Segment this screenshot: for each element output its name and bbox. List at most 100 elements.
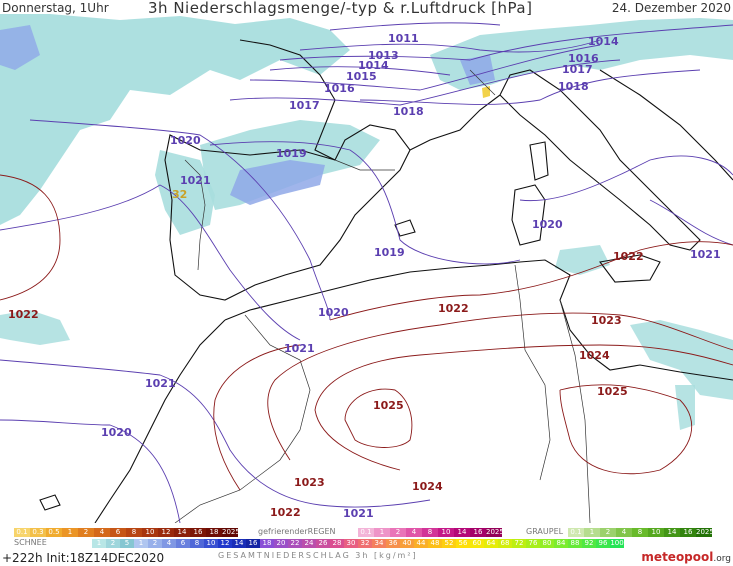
graupel-label: GRAUPEL [526, 527, 564, 536]
isobar-1022c [213, 344, 301, 491]
scale-swatch: 8 [126, 528, 142, 537]
isobar-1024 [314, 344, 733, 471]
scale-swatch: 16 [680, 528, 696, 537]
coast-france-north [239, 39, 336, 161]
isobar-label-1022: 1022 [270, 506, 301, 519]
isobar-1025b [559, 384, 693, 475]
isobar-label-1020: 1020 [101, 426, 132, 439]
scale-swatch: 96 [596, 539, 610, 548]
scale-swatch: 18 [206, 528, 222, 537]
isobar-label-1014: 1014 [588, 35, 619, 48]
isobar-1022b [329, 241, 733, 321]
isobar-1019 [209, 141, 521, 265]
coast-morocco-atlantic [94, 319, 226, 523]
isobar-label-1016: 1016 [324, 82, 355, 95]
isobar-1025 [344, 388, 413, 448]
scale-swatch: 34 [372, 539, 386, 548]
scale-swatch: 40 [400, 539, 414, 548]
scale-swatch: 14 [174, 528, 190, 537]
precip-area-iberia-west [155, 150, 215, 235]
isobar-1021b [0, 359, 431, 508]
isobar-label-1020: 1020 [170, 134, 201, 147]
scale-swatch: 1 [62, 528, 78, 537]
scale-swatch: 76 [526, 539, 540, 548]
scale-swatch: 28 [330, 539, 344, 548]
scale-swatch: 12 [158, 528, 174, 537]
isobar-label-1021: 1021 [284, 342, 315, 355]
border-libya [559, 299, 591, 523]
scale-swatch: 4 [406, 528, 422, 537]
scale-swatch: 8 [422, 528, 438, 537]
scale-swatch: 2 [600, 528, 616, 537]
scale-swatch: 0.1 [14, 528, 30, 537]
total-precip-label: GESAMTNIEDERSCHLAG 3h [kg/m²] [218, 551, 418, 560]
scale-swatch: 16 [190, 528, 206, 537]
isobar-1022 [0, 174, 61, 301]
scale-swatch: 12 [218, 539, 232, 548]
snow-label: SCHNEE [14, 538, 47, 547]
isobar-label-1019: 1019 [374, 246, 405, 259]
coast-france-south [409, 94, 501, 151]
scale-swatch: 2025+ [222, 528, 246, 537]
scale-swatch: 68 [498, 539, 512, 548]
scale-swatch: 48 [428, 539, 442, 548]
scale-swatch: 18 [260, 539, 274, 548]
isobar-1021 [0, 184, 301, 341]
isobar-label-1021: 1021 [343, 507, 374, 520]
border-layer [174, 69, 591, 523]
scale-swatch: 22 [288, 539, 302, 548]
precip-area-snow-2 [0, 25, 40, 70]
map-title: 3h Niederschlagsmenge/-typ & r.Luftdruck… [148, 0, 533, 17]
isobar-label-1016: 1016 [568, 52, 599, 65]
total-precip-scale: 1 2 5 1 2 4 6 8 10 12 14 16 18 20 22 24 26 28 30 32 34 36 40 44… [92, 539, 624, 548]
scale-swatch: 100 [610, 539, 624, 548]
isobar-label-1021: 1021 [690, 248, 721, 261]
forecast-date: 24. Dezember 2020 [611, 1, 731, 15]
scale-swatch: 1 [374, 528, 390, 537]
isobar-1018 [359, 69, 701, 105]
scale-swatch: 84 [554, 539, 568, 548]
isobar-label-1025: 1025 [597, 385, 628, 398]
border-france-spain [334, 159, 395, 171]
scale-swatch: 72 [512, 539, 526, 548]
precip-area-sicily [555, 245, 610, 275]
precip-area-east [630, 320, 733, 400]
isobar-label-1015: 1015 [346, 70, 377, 83]
scale-swatch: 10 [204, 539, 218, 548]
scale-swatch: 2 [390, 528, 406, 537]
isobar-1021c [649, 199, 733, 246]
scale-swatch: 2 [106, 539, 120, 548]
legend-panel: 0.1 0.3 0.5 1 2 4 6 8 10 12 14 16 18 2025+ SCHNEE gef… [0, 523, 733, 566]
scale-swatch: 0.1 [568, 528, 584, 537]
precip-area-alps [430, 18, 733, 90]
border-spain-portugal [184, 159, 206, 271]
coast-corsica [529, 141, 549, 181]
isobar-label-1011: 1011 [388, 32, 419, 45]
scale-swatch: 20 [274, 539, 288, 548]
scale-swatch: 10 [438, 528, 454, 537]
isobar-1023 [267, 312, 733, 461]
isobar-label-1019: 1019 [276, 147, 307, 160]
isobar-label-1017: 1017 [289, 99, 320, 112]
isobar-label-1024: 1024 [579, 349, 610, 362]
isobar-1020 [29, 119, 331, 321]
scale-swatch: 92 [582, 539, 596, 548]
precip-area-west-atlantic [0, 310, 70, 345]
scale-swatch: 0.3 [30, 528, 46, 537]
isobar-label-1021: 1021 [180, 174, 211, 187]
isobar-label-1020: 1020 [532, 218, 563, 231]
scale-swatch: 4 [616, 528, 632, 537]
brand-logo[interactable]: meteopool.org [641, 550, 731, 564]
isobar-label-1023: 1023 [591, 314, 622, 327]
graupel-scale: 0.1 1 2 4 8 10 14 16 2025+ [568, 528, 720, 537]
scale-swatch: 4 [94, 528, 110, 537]
isobar-1017 [229, 59, 621, 106]
precip-area-south-east [675, 385, 695, 430]
coast-sardinia [511, 184, 546, 246]
isobar-label-1020: 1020 [318, 306, 349, 319]
scale-swatch: 80 [540, 539, 554, 548]
isobar-label-1018: 1018 [558, 80, 589, 93]
